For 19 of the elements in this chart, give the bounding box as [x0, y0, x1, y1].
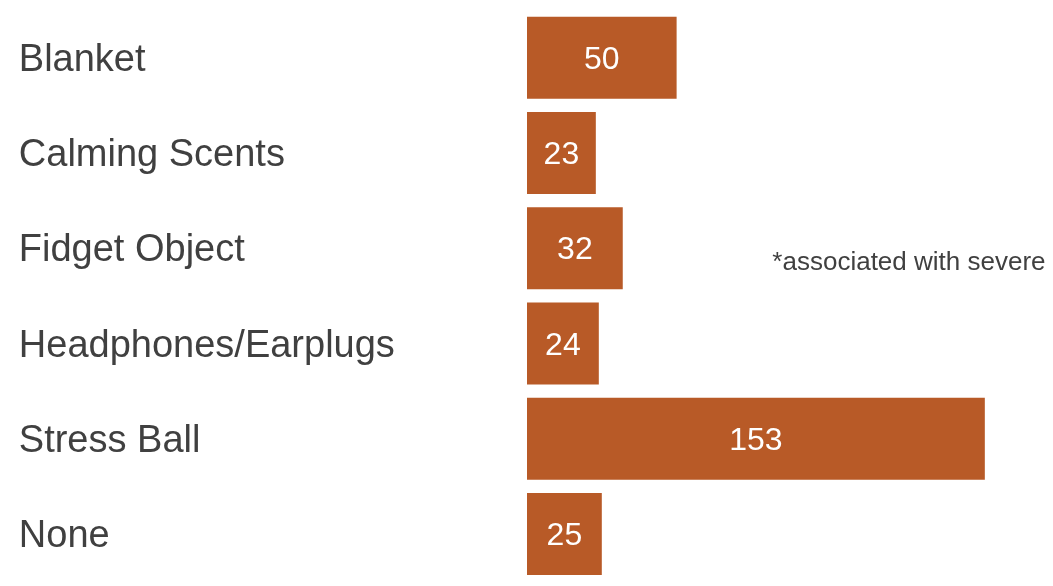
y-tick-label: Stress Ball	[18, 417, 201, 460]
data-label: 23	[543, 134, 580, 171]
data-label: 25	[546, 516, 583, 553]
bar	[527, 16, 677, 99]
data-label: 32	[557, 230, 593, 267]
bar	[527, 397, 985, 480]
data-label: 24	[545, 325, 581, 362]
y-tick-label: Calming Scents	[18, 131, 285, 174]
bar	[527, 302, 599, 385]
y-tick-label: Blanket	[18, 36, 146, 79]
y-tick-label: Headphones/Earplugs	[18, 322, 395, 365]
bar	[527, 111, 596, 194]
data-label: 50	[584, 39, 620, 76]
y-tick-label: Fidget Object	[18, 227, 246, 270]
bar	[527, 493, 602, 576]
data-label: 153	[729, 420, 783, 457]
annotation: *associated with severe	[772, 246, 1046, 277]
bar	[527, 207, 623, 290]
y-tick-label: None	[18, 513, 110, 556]
